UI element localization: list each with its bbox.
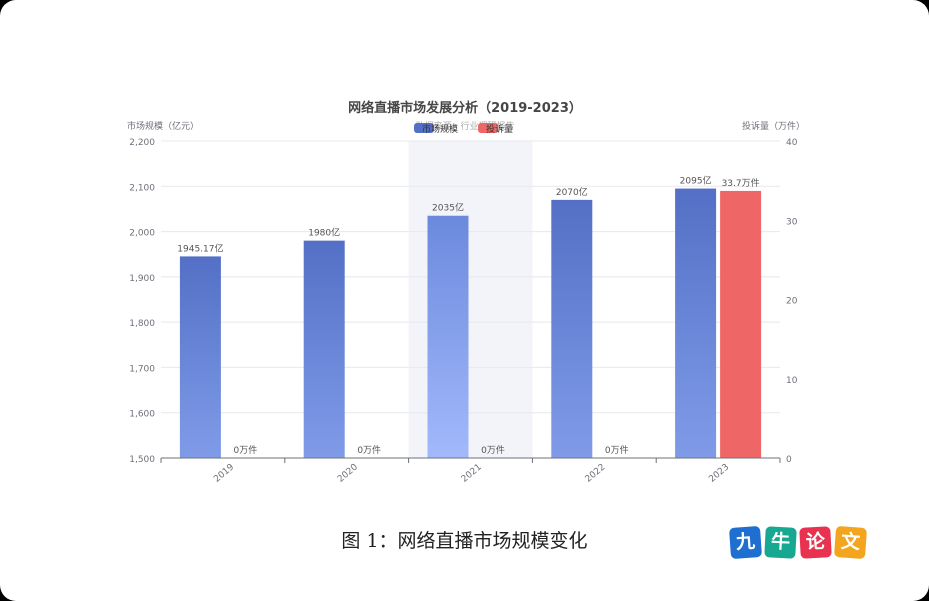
y-right-axis-title: 投诉量（万件） xyxy=(742,120,805,132)
left-tick-label: 1,700 xyxy=(129,364,155,374)
x-tick-label: 2021 xyxy=(460,462,484,484)
logo-tile-2: 牛 xyxy=(764,526,797,559)
right-tick-label: 30 xyxy=(786,217,798,227)
right-tick-label: 0 xyxy=(786,455,792,465)
data-label-market-size: 2070亿 xyxy=(556,186,588,198)
right-tick-label: 10 xyxy=(786,376,798,386)
logo-tile-1: 九 xyxy=(728,525,763,560)
bar-market-size xyxy=(303,240,345,458)
chart-title: 网络直播市场发展分析（2019-2023） xyxy=(348,100,582,116)
left-tick-label: 2,100 xyxy=(129,183,155,193)
data-label-market-size: 2095亿 xyxy=(680,175,712,187)
data-label-complaints: 33.7万件 xyxy=(722,177,760,189)
bar-market-size xyxy=(179,256,221,458)
data-label-market-size: 1945.17亿 xyxy=(177,242,223,254)
left-tick-label: 1,500 xyxy=(129,455,155,465)
left-tick-label: 1,600 xyxy=(129,410,155,420)
x-tick-label: 2020 xyxy=(336,462,360,485)
bar-market-size xyxy=(675,188,717,459)
legend-swatch xyxy=(414,123,434,133)
y-left-axis-title: 市场规模（亿元） xyxy=(127,120,199,132)
right-tick-label: 40 xyxy=(786,138,798,148)
figure-caption: 图 1：网络直播市场规模变化 xyxy=(341,530,588,552)
bar-market-size xyxy=(427,215,469,458)
data-label-complaints: 0万件 xyxy=(234,444,258,456)
logo-tile-3: 论 xyxy=(799,526,832,559)
data-label-market-size: 1980亿 xyxy=(308,227,340,239)
x-tick-label: 2023 xyxy=(707,462,731,484)
logo-tile-4: 文 xyxy=(833,525,868,560)
chart: 1,500 1,600 1,700 1,800 1,900 2,000 2,100 2,200… xyxy=(127,100,805,485)
x-tick-label: 2019 xyxy=(212,462,236,485)
legend-swatch xyxy=(478,123,498,133)
data-label-complaints: 0万件 xyxy=(481,444,505,456)
legend-label: 投诉量 xyxy=(486,123,513,135)
bar-complaints xyxy=(720,190,762,459)
legend-label: 市场规模 xyxy=(422,123,458,135)
right-tick-label: 20 xyxy=(786,297,798,307)
data-label-complaints: 0万件 xyxy=(605,444,629,456)
left-tick-label: 1,900 xyxy=(129,274,155,284)
left-tick-label: 1,800 xyxy=(129,319,155,329)
data-label-complaints: 0万件 xyxy=(357,444,381,456)
left-tick-label: 2,000 xyxy=(129,229,155,239)
bar-market-size xyxy=(551,199,593,458)
x-tick-label: 2022 xyxy=(584,462,608,484)
highlight-band xyxy=(408,141,533,458)
brand-logo: 九 牛 论 文 xyxy=(728,525,870,560)
left-tick-label: 2,200 xyxy=(129,138,155,148)
data-label-market-size: 2035亿 xyxy=(432,202,464,214)
